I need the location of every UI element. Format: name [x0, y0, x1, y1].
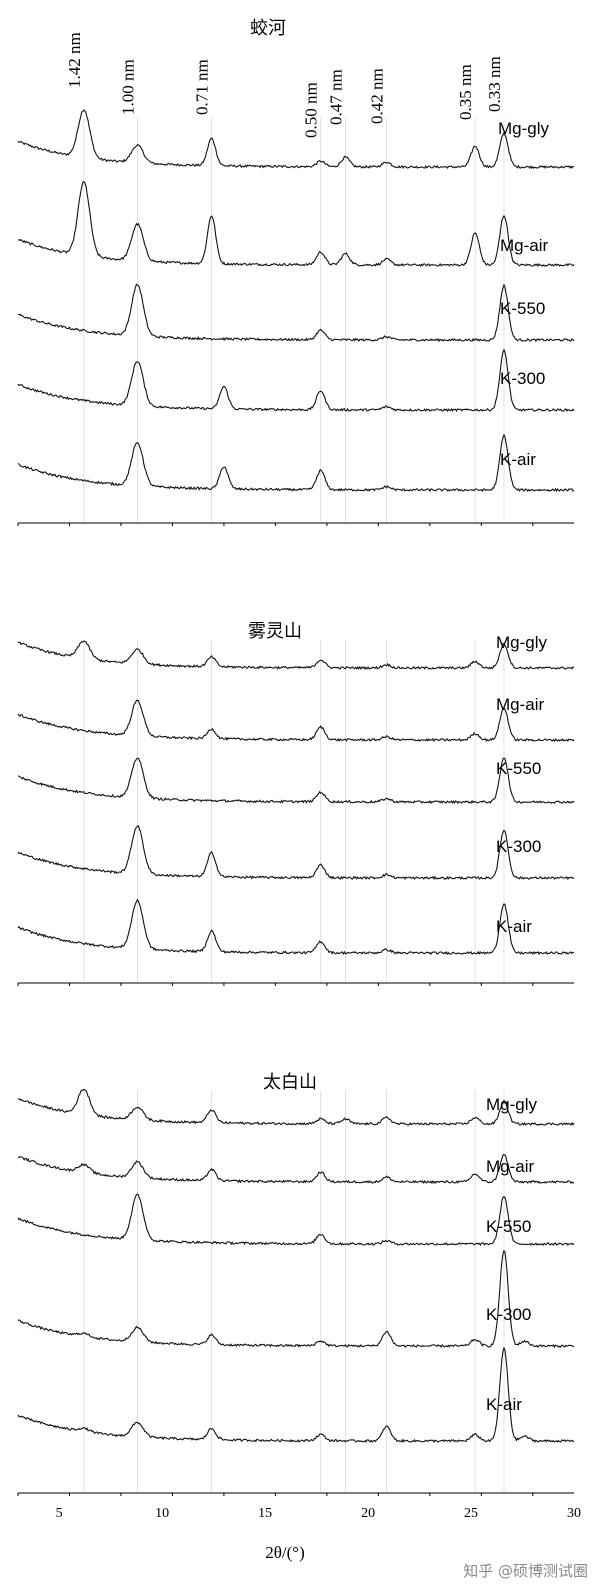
xrd-trace-k-550	[17, 283, 575, 343]
panel-titles: 蛟河 雾灵山 太白山	[248, 18, 317, 1093]
trace-label: Mg-gly	[498, 119, 550, 138]
d-spacing-label: 0.71 nm	[193, 59, 212, 115]
xrd-trace-k-550	[17, 1193, 575, 1247]
xrd-trace-k-300	[17, 825, 575, 881]
xrd-trace-mg-gly	[17, 1088, 575, 1126]
trace-label: Mg-air	[500, 236, 549, 255]
panel-axes: 5 10 15 20 25 30	[17, 522, 581, 1521]
xrd-trace-k-300	[17, 1249, 575, 1349]
xrd-trace-k-air	[17, 1346, 575, 1444]
trace-label: Mg-air	[496, 695, 545, 714]
trace-label: K-550	[496, 759, 541, 778]
x-tick-label: 25	[464, 1506, 478, 1521]
panel-title: 蛟河	[250, 18, 286, 39]
xrd-trace-k-550	[17, 757, 575, 805]
trace-label: K-air	[496, 917, 532, 936]
traces	[17, 109, 575, 1444]
x-axis-title: 2θ/(°)	[265, 1543, 305, 1562]
trace-label: K-300	[500, 369, 545, 388]
xrd-trace-mg-air	[17, 1154, 575, 1185]
panel-title: 太白山	[263, 1072, 317, 1093]
d-spacing-label: 0.42 nm	[368, 68, 387, 124]
x-tick-label: 15	[258, 1506, 272, 1521]
trace-labels: Mg-gly Mg-air K-550 K-300 K-air Mg-gly Mg-air K…	[486, 119, 550, 1414]
trace-label: Mg-gly	[496, 633, 548, 652]
x-tick-label: 20	[361, 1506, 375, 1521]
xrd-trace-k-300	[17, 348, 575, 413]
xrd-trace-mg-gly	[17, 109, 575, 170]
xrd-trace-mg-air	[17, 181, 575, 268]
trace-label: K-550	[486, 1217, 531, 1236]
xrd-trace-mg-air	[17, 699, 575, 743]
trace-label: Mg-gly	[486, 1095, 538, 1114]
trace-label: K-air	[500, 450, 536, 469]
d-spacing-label: 0.35 nm	[456, 64, 475, 120]
d-spacing-label: 0.50 nm	[302, 82, 321, 138]
d-spacing-label: 0.33 nm	[485, 56, 504, 112]
trace-label: Mg-air	[486, 1157, 535, 1176]
trace-label: K-550	[500, 299, 545, 318]
xrd-trace-k-air	[17, 433, 575, 493]
watermark: 知乎 @硕博测试圈	[463, 1562, 588, 1580]
trace-label: K-300	[496, 837, 541, 856]
x-tick-label: 30	[567, 1506, 581, 1521]
x-tick-label: 5	[56, 1506, 63, 1521]
d-spacing-label: 1.00 nm	[118, 59, 137, 115]
d-spacing-label: 0.47 nm	[326, 69, 345, 125]
panel-title: 雾灵山	[248, 621, 302, 642]
d-spacing-labels: 1.42 nm 1.00 nm 0.71 nm 0.50 nm 0.47 nm 0.42 …	[65, 32, 504, 138]
xrd-trace-k-air	[17, 898, 574, 956]
xrd-trace-mg-gly	[17, 640, 575, 671]
d-spacing-label: 1.42 nm	[65, 32, 84, 88]
trace-label: K-air	[486, 1395, 522, 1414]
x-tick-label: 10	[155, 1506, 169, 1521]
trace-label: K-300	[486, 1305, 531, 1324]
